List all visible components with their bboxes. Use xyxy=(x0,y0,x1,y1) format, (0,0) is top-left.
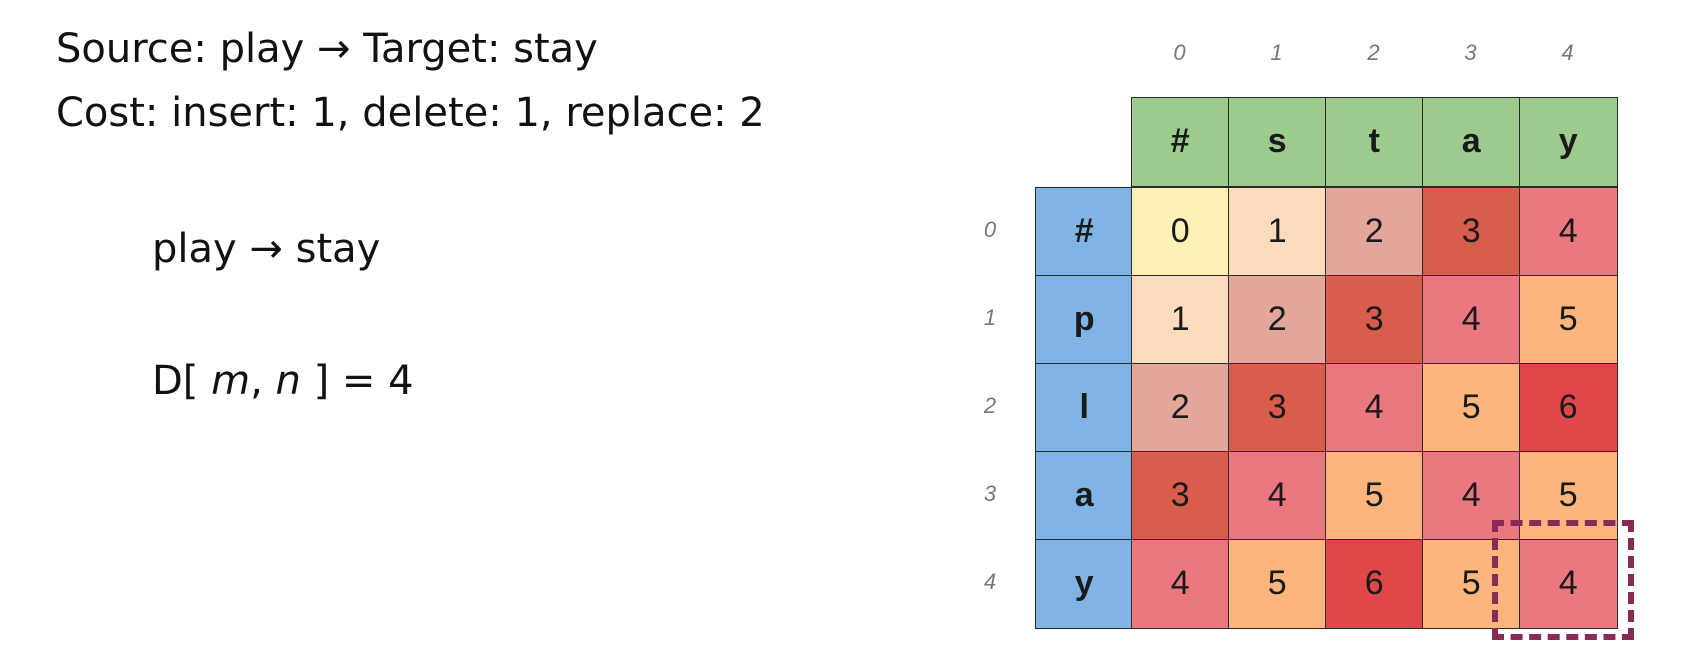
result-prefix: D[ xyxy=(152,358,212,404)
row-index: 0 xyxy=(983,217,997,242)
source-char-cell: # xyxy=(1035,187,1134,277)
result-comma: , xyxy=(250,358,276,404)
source-char-cell: l xyxy=(1035,363,1134,453)
distance-cell: 4 xyxy=(1325,363,1424,453)
distance-cell: 6 xyxy=(1519,363,1618,453)
row-index: 3 xyxy=(983,481,997,506)
distance-cell: 4 xyxy=(1228,451,1327,541)
result-line: D[ m, n ] = 4 xyxy=(152,358,414,404)
row-index: 1 xyxy=(983,305,997,330)
col-index: 0 xyxy=(1173,40,1186,65)
source-char-cell: y xyxy=(1035,539,1134,629)
target-char-cell: a xyxy=(1422,97,1521,187)
col-index: 1 xyxy=(1270,40,1283,65)
result-suffix: ] = 4 xyxy=(300,358,414,404)
target-char-cell: s xyxy=(1228,97,1327,187)
distance-cell: 1 xyxy=(1228,187,1327,277)
transform-line: play → stay xyxy=(152,226,381,272)
distance-cell: 3 xyxy=(1228,363,1327,453)
distance-cell: 5 xyxy=(1422,363,1521,453)
target-char-cell: # xyxy=(1131,97,1230,187)
distance-cell: 4 xyxy=(1519,539,1618,629)
distance-cell: 5 xyxy=(1228,539,1327,629)
distance-cell: 2 xyxy=(1325,187,1424,277)
distance-cell: 6 xyxy=(1325,539,1424,629)
distance-cell: 2 xyxy=(1131,363,1230,453)
row-index: 4 xyxy=(983,569,997,594)
distance-cell: 1 xyxy=(1131,275,1230,365)
distance-cell: 2 xyxy=(1228,275,1327,365)
distance-cell: 5 xyxy=(1325,451,1424,541)
distance-cell: 3 xyxy=(1325,275,1424,365)
distance-cell: 4 xyxy=(1422,275,1521,365)
distance-cell: 5 xyxy=(1519,275,1618,365)
source-char-cell: p xyxy=(1035,275,1134,365)
source-char-cell: a xyxy=(1035,451,1134,541)
distance-cell: 4 xyxy=(1131,539,1230,629)
cost-line: Cost: insert: 1, delete: 1, replace: 2 xyxy=(56,90,765,136)
result-n: n xyxy=(275,358,301,404)
distance-cell: 5 xyxy=(1422,539,1521,629)
source-target-line: Source: play → Target: stay xyxy=(56,26,598,72)
distance-cell: 0 xyxy=(1131,187,1230,277)
distance-cell: 4 xyxy=(1519,187,1618,277)
col-index: 2 xyxy=(1367,40,1380,65)
col-index: 3 xyxy=(1464,40,1477,65)
target-char-cell: t xyxy=(1325,97,1424,187)
final-cell-highlight xyxy=(1492,520,1634,640)
row-index: 2 xyxy=(983,393,997,418)
distance-cell: 3 xyxy=(1131,451,1230,541)
result-m: m xyxy=(211,358,251,404)
col-index: 4 xyxy=(1561,40,1574,65)
distance-cell: 3 xyxy=(1422,187,1521,277)
target-char-cell: y xyxy=(1519,97,1618,187)
